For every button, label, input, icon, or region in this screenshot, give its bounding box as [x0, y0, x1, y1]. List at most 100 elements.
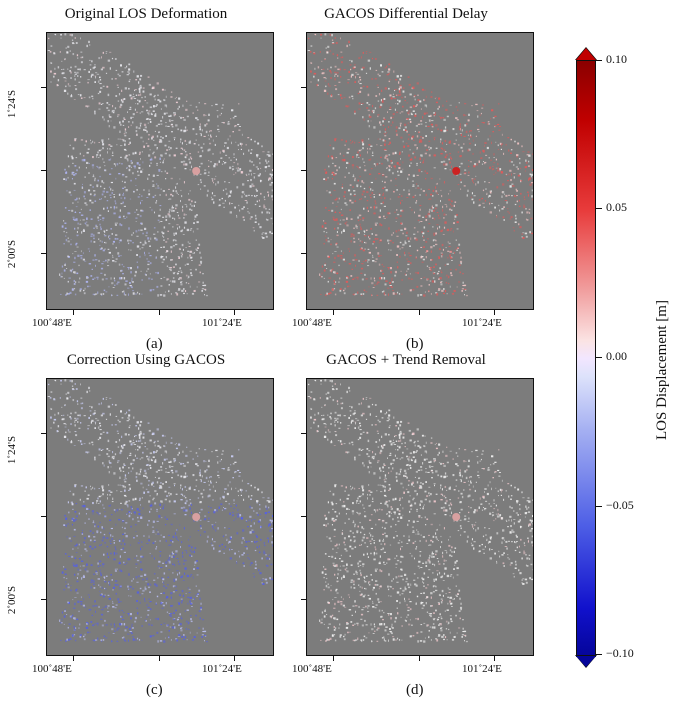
- map-pixel: [437, 182, 438, 185]
- map-pixel: [160, 285, 163, 287]
- map-pixel: [323, 178, 326, 180]
- map-pixel: [157, 123, 160, 125]
- map-pixel: [176, 192, 178, 194]
- map-pixel: [98, 403, 101, 406]
- map-pixel: [76, 417, 79, 420]
- map-pixel: [177, 618, 179, 621]
- map-pixel: [110, 228, 112, 230]
- map-pixel: [320, 275, 322, 278]
- map-pixel: [335, 218, 338, 221]
- map-pixel: [63, 423, 66, 425]
- map-pixel: [398, 99, 401, 102]
- map-pixel: [416, 174, 419, 176]
- map-pixel: [374, 58, 377, 60]
- map-pixel: [412, 542, 415, 544]
- map-pixel: [449, 251, 452, 253]
- map-pixel: [118, 216, 121, 219]
- map-pixel: [180, 270, 182, 272]
- map-pixel: [341, 159, 344, 162]
- map-pixel: [340, 603, 343, 606]
- map-pixel: [383, 118, 386, 120]
- map-pixel: [524, 170, 526, 172]
- map-pixel: [381, 138, 383, 140]
- map-pixel: [127, 613, 130, 614]
- map-pixel: [229, 166, 232, 169]
- map-pixel: [127, 457, 128, 459]
- map-pixel: [343, 97, 346, 99]
- map-pixel: [339, 498, 341, 501]
- map-pixel: [101, 449, 104, 450]
- map-pixel: [80, 61, 83, 64]
- map-pixel: [375, 164, 376, 167]
- map-pixel: [168, 284, 170, 286]
- map-pixel: [384, 67, 387, 69]
- map-pixel: [268, 177, 271, 180]
- map-pixel: [326, 268, 328, 269]
- map-pixel: [459, 271, 461, 274]
- map-pixel: [152, 152, 154, 155]
- map-pixel: [180, 535, 182, 538]
- map-pixel: [484, 161, 487, 164]
- map-pixel: [331, 555, 334, 558]
- map-pixel: [212, 485, 214, 488]
- map-pixel: [233, 508, 236, 510]
- map-pixel: [371, 78, 373, 80]
- map-pixel: [159, 485, 162, 487]
- map-pixel: [486, 146, 489, 150]
- map-pixel: [72, 399, 75, 402]
- map-pixel: [186, 609, 189, 611]
- map-pixel: [234, 552, 236, 555]
- map-pixel: [146, 448, 149, 450]
- map-pixel: [90, 621, 93, 623]
- map-pixel: [149, 552, 151, 554]
- map-pixel: [89, 545, 92, 548]
- map-pixel: [168, 630, 170, 632]
- map-pixel: [176, 96, 177, 98]
- map-pixel: [210, 136, 212, 138]
- map-pixel: [389, 141, 391, 144]
- map-pixel: [180, 271, 183, 274]
- map-pixel: [241, 208, 244, 210]
- map-pixel: [147, 614, 150, 616]
- map-pixel: [367, 151, 368, 154]
- map-pixel: [87, 148, 90, 150]
- map-pixel: [76, 565, 78, 568]
- map-pixel: [74, 37, 76, 39]
- map-pixel: [402, 140, 404, 143]
- map-pixel: [203, 185, 206, 187]
- map-pixel: [165, 95, 167, 98]
- map-pixel: [418, 214, 421, 217]
- map-pixel: [228, 528, 231, 530]
- map-pixel: [64, 610, 66, 612]
- map-pixel: [97, 578, 100, 580]
- map-pixel: [429, 544, 432, 546]
- map-pixel: [120, 491, 123, 493]
- map-pixel: [134, 512, 136, 515]
- map-pixel: [120, 64, 122, 67]
- map-pixel: [487, 484, 489, 487]
- map-pixel: [61, 415, 63, 416]
- map-pixel: [108, 148, 111, 150]
- map-pixel: [213, 541, 216, 543]
- map-pixel: [469, 130, 472, 132]
- map-pixel: [202, 285, 204, 286]
- map-pixel: [250, 507, 253, 509]
- map-pixel: [233, 514, 235, 516]
- map-pixel: [432, 217, 434, 219]
- map-pixel: [80, 560, 84, 562]
- map-pixel: [156, 147, 158, 149]
- map-pixel: [397, 196, 400, 198]
- map-pixel: [72, 599, 74, 601]
- map-pixel: [139, 439, 142, 442]
- map-pixel: [345, 140, 347, 143]
- map-pixel: [481, 107, 484, 109]
- map-pixel: [199, 501, 202, 504]
- map-pixel: [384, 156, 387, 159]
- map-pixel: [164, 435, 166, 437]
- map-pixel: [116, 84, 119, 86]
- map-pixel: [176, 558, 179, 559]
- map-pixel: [100, 531, 102, 534]
- map-pixel: [364, 542, 366, 544]
- map-pixel: [47, 50, 51, 51]
- map-pixel: [102, 217, 105, 220]
